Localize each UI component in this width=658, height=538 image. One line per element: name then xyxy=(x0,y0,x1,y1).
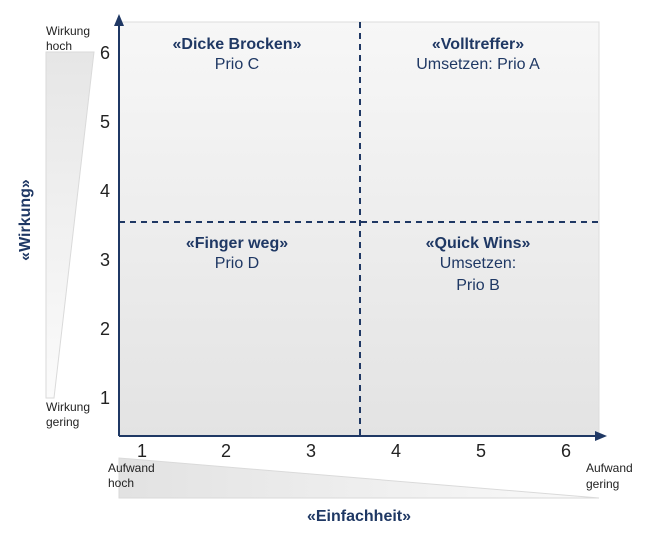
quadrant-bottom-left-line1: Prio D xyxy=(215,255,259,272)
y-high-label-line2: hoch xyxy=(46,39,72,53)
y-tick-6: 6 xyxy=(100,43,110,63)
quadrant-bottom-left: «Finger weg» Prio D xyxy=(186,235,288,272)
y-tick-2: 2 xyxy=(100,319,110,339)
x-low-label-line1: Aufwand xyxy=(108,461,155,475)
quadrant-bottom-right-title: «Quick Wins» xyxy=(426,235,531,252)
plot-area xyxy=(118,21,600,437)
y-tick-1: 1 xyxy=(100,388,110,408)
x-tick-4: 4 xyxy=(391,441,401,461)
x-tick-5: 5 xyxy=(476,441,486,461)
quadrant-top-left-line1: Prio C xyxy=(215,56,259,73)
y-low-label-line2: gering xyxy=(46,415,79,429)
y-axis-arrow xyxy=(114,14,124,26)
quadrant-top-right-title: «Volltreffer» xyxy=(432,36,524,53)
x-axis-arrow xyxy=(595,431,607,441)
quadrant-top-left-title: «Dicke Brocken» xyxy=(173,36,302,53)
quadrant-bottom-right-line2: Prio B xyxy=(456,277,500,294)
wirkung-wedge xyxy=(45,51,95,399)
quadrant-top-right: «Volltreffer» Umsetzen: Prio A xyxy=(416,36,540,73)
y-tick-labels: 1 2 3 4 5 6 xyxy=(100,43,110,408)
x-tick-1: 1 xyxy=(137,441,147,461)
quadrant-bottom-right: «Quick Wins» Umsetzen: Prio B xyxy=(426,235,531,294)
y-high-label-line1: Wirkung xyxy=(46,24,90,38)
quadrant-bottom-right-line1: Umsetzen: xyxy=(440,255,516,272)
quadrant-bottom-left-title: «Finger weg» xyxy=(186,235,288,252)
y-tick-3: 3 xyxy=(100,250,110,270)
y-tick-5: 5 xyxy=(100,112,110,132)
x-tick-3: 3 xyxy=(306,441,316,461)
x-axis-title: «Einfachheit» xyxy=(307,508,411,525)
x-tick-6: 6 xyxy=(561,441,571,461)
quadrant-top-left: «Dicke Brocken» Prio C xyxy=(173,36,302,73)
x-low-label-line2: hoch xyxy=(108,476,134,490)
y-low-label-line1: Wirkung xyxy=(46,400,90,414)
x-tick-2: 2 xyxy=(221,441,231,461)
x-tick-labels: 1 2 3 4 5 6 xyxy=(137,441,571,461)
einfachheit-wedge xyxy=(118,457,600,499)
x-high-label-line1: Aufwand xyxy=(586,461,633,475)
y-tick-4: 4 xyxy=(100,181,110,201)
y-axis-title: «Wirkung» xyxy=(17,179,34,261)
quadrant-top-right-line1: Umsetzen: Prio A xyxy=(416,56,540,73)
x-high-label-line2: gering xyxy=(586,477,619,491)
